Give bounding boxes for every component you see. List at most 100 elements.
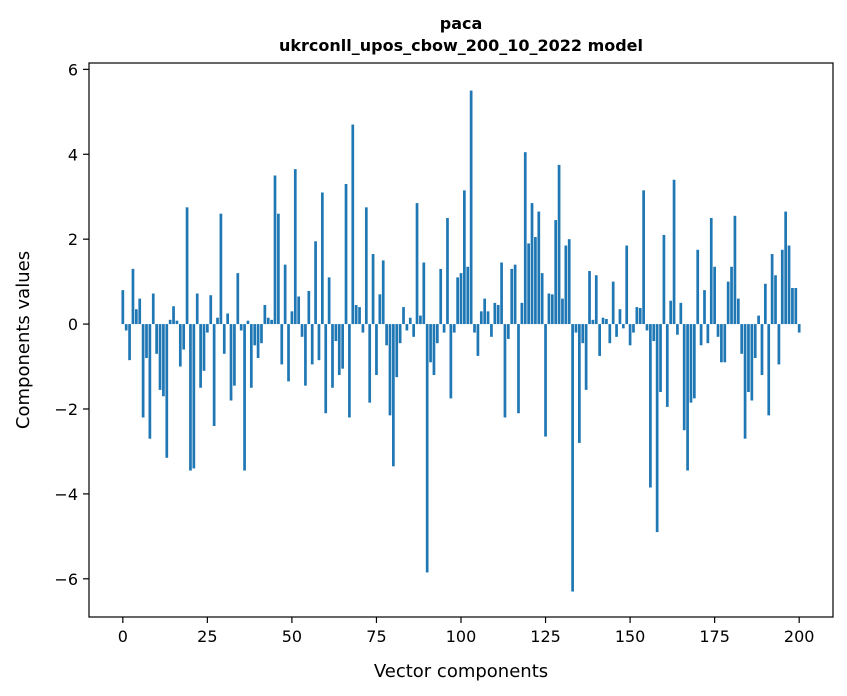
bar-185 (747, 324, 750, 392)
bar-181 (733, 215, 737, 325)
bar-24 (202, 324, 206, 371)
bar-122 (534, 237, 537, 325)
bar-46 (277, 213, 280, 325)
bar-81 (395, 324, 399, 378)
bar-183 (740, 324, 744, 354)
bar-17 (178, 324, 182, 367)
bar-162 (669, 300, 673, 325)
bar-10 (155, 324, 158, 354)
x-tick-label: 150 (615, 627, 646, 646)
bar-200 (797, 324, 801, 333)
x-axis-label: Vector components (374, 661, 548, 682)
x-axis-ticks: 0 25 50 75 100 125 150 175 200 (118, 617, 814, 646)
bar-127 (550, 294, 554, 325)
bar-70 (358, 307, 361, 325)
x-tick-label: 100 (446, 627, 477, 646)
bar-136 (581, 324, 585, 344)
bar-49 (287, 324, 290, 382)
bar-175 (713, 266, 716, 325)
bar-2 (128, 324, 131, 361)
bar-144 (608, 324, 612, 344)
bar-98 (452, 324, 456, 333)
bar-57 (314, 241, 317, 325)
bar-28 (216, 317, 219, 325)
bar-169 (692, 324, 696, 399)
bar-106 (479, 311, 483, 325)
bar-22 (195, 293, 199, 325)
plot-frame (88, 62, 834, 618)
y-tick-label: −2 (54, 400, 78, 419)
bar-25 (206, 324, 209, 333)
bar-41 (260, 324, 263, 344)
bar-18 (182, 324, 186, 350)
bar-137 (584, 324, 588, 390)
bar-120 (527, 243, 530, 325)
bar-160 (662, 234, 666, 325)
bar-184 (743, 324, 747, 439)
bar-196 (784, 211, 788, 325)
y-tick-label: 0 (68, 315, 78, 334)
y-axis-ticks: −6 −4 −2 0 2 4 6 (54, 60, 89, 589)
bar-97 (449, 324, 453, 399)
bar-107 (483, 298, 487, 325)
bar-147 (618, 309, 622, 325)
x-tick-label: 125 (530, 627, 561, 646)
x-tick-label: 175 (699, 627, 730, 646)
bar-164 (676, 324, 679, 335)
bar-51 (293, 169, 297, 325)
bar-32 (229, 324, 233, 401)
bar-48 (283, 264, 287, 325)
bar-165 (679, 302, 683, 325)
y-tick-label: 4 (68, 145, 78, 164)
bar-145 (611, 281, 615, 325)
bar-151 (632, 324, 635, 333)
bar-111 (496, 304, 500, 325)
bar-89 (422, 262, 426, 325)
bar-156 (649, 324, 652, 488)
bar-73 (368, 324, 372, 403)
bar-72 (364, 207, 368, 325)
bar-50 (290, 311, 294, 325)
bar-69 (354, 304, 358, 325)
bar-150 (628, 324, 632, 346)
bar-148 (621, 324, 625, 329)
bar-142 (601, 317, 605, 325)
bar-33 (233, 324, 236, 386)
bar-152 (635, 307, 639, 325)
bar-59 (320, 192, 324, 325)
bar-83 (402, 307, 405, 325)
bar-154 (642, 190, 645, 325)
bar-76 (378, 294, 382, 325)
bar-123 (537, 211, 541, 325)
bar-176 (716, 324, 720, 337)
bar-140 (594, 275, 598, 325)
y-tick-label: −6 (54, 570, 78, 589)
bar-56 (310, 324, 314, 365)
bar-9 (151, 293, 155, 325)
bar-90 (425, 324, 429, 573)
x-tick-label: 75 (366, 627, 386, 646)
bar-153 (638, 307, 642, 325)
bar-4 (134, 309, 138, 325)
bar-11 (158, 324, 162, 390)
bar-42 (263, 304, 267, 325)
bar-20 (189, 324, 192, 471)
chart-title: paca (440, 14, 483, 33)
bar-19 (185, 207, 189, 325)
bar-75 (375, 324, 378, 376)
bar-114 (506, 324, 510, 339)
bar-31 (226, 313, 230, 325)
bar-88 (419, 315, 422, 325)
bar-195 (780, 249, 784, 325)
bar-139 (591, 319, 595, 325)
bar-131 (564, 245, 568, 325)
bar-130 (561, 298, 564, 325)
bar-65 (341, 324, 344, 369)
bar-132 (567, 239, 571, 325)
bar-53 (300, 324, 304, 337)
bar-66 (344, 183, 348, 325)
bar-115 (510, 268, 514, 325)
y-tick-label: 6 (68, 60, 78, 79)
